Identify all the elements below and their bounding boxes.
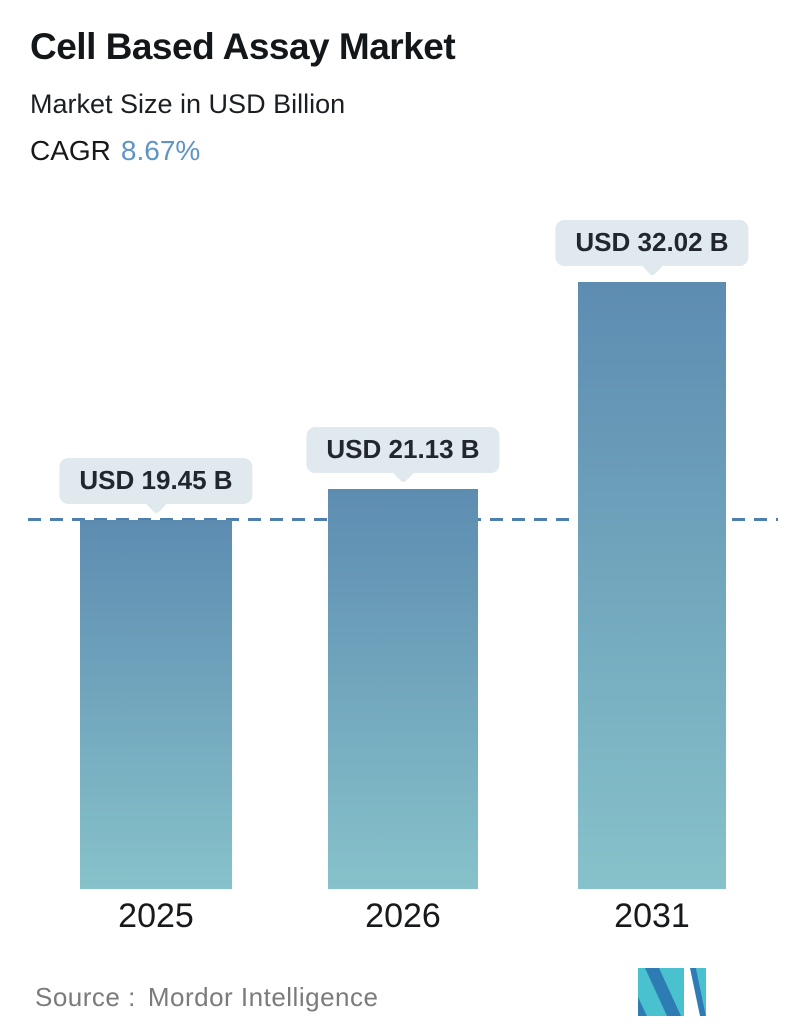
x-axis-label-2025: 2025	[118, 897, 194, 935]
chart-footer: Source : Mordor Intelligence	[0, 966, 796, 1026]
source-caption: Source : Mordor Intelligence	[35, 982, 378, 1013]
x-axis-label-2031: 2031	[614, 897, 690, 935]
value-tooltip-2031: USD 32.02 B	[555, 220, 749, 266]
cagr-line: CAGR 8.67%	[30, 135, 766, 167]
source-value: Mordor Intelligence	[147, 982, 379, 1012]
value-label: USD 21.13 B	[326, 434, 480, 464]
value-tooltip-2026: USD 21.13 B	[306, 427, 500, 473]
bar-2025	[80, 520, 232, 889]
source-label: Source :	[35, 982, 136, 1012]
value-tooltip-2025: USD 19.45 B	[59, 458, 253, 504]
bar-chart: USD 19.45 B 2025 USD 21.13 B 2026 USD 32…	[0, 195, 796, 940]
page-title: Cell Based Assay Market	[30, 26, 456, 67]
bar-2031	[578, 282, 726, 889]
value-label: USD 19.45 B	[79, 465, 233, 495]
chart-header: Cell Based Assay Market Market Size in U…	[0, 0, 796, 167]
chart-subtitle: Market Size in USD Billion	[30, 89, 346, 119]
x-axis-label-2026: 2026	[365, 897, 441, 935]
cagr-label: CAGR	[30, 135, 111, 166]
bar-2026	[328, 489, 478, 889]
value-label: USD 32.02 B	[575, 227, 729, 257]
cagr-value: 8.67%	[120, 135, 201, 166]
mordor-intelligence-logo	[638, 968, 706, 1016]
